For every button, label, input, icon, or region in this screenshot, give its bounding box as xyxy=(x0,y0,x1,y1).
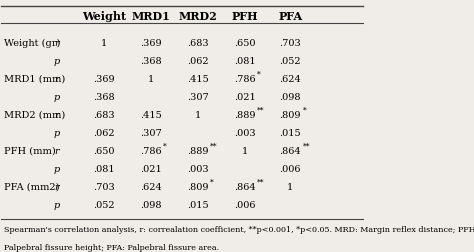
Text: MRD1: MRD1 xyxy=(131,11,170,21)
Text: **: ** xyxy=(302,142,310,150)
Text: 1: 1 xyxy=(148,75,154,84)
Text: PFH: PFH xyxy=(232,11,258,21)
Text: .650: .650 xyxy=(93,146,115,155)
Text: .786: .786 xyxy=(140,146,162,155)
Text: MRD2 (mm): MRD2 (mm) xyxy=(4,110,65,119)
Text: .006: .006 xyxy=(280,164,301,173)
Text: .021: .021 xyxy=(234,92,256,102)
Text: 1: 1 xyxy=(100,39,107,48)
Text: .052: .052 xyxy=(93,200,115,209)
Text: Palpebral fissure height; PFA: Palpebral fissure area.: Palpebral fissure height; PFA: Palpebral… xyxy=(4,243,219,250)
Text: .062: .062 xyxy=(93,128,115,137)
Text: .683: .683 xyxy=(187,39,209,48)
Text: *: * xyxy=(163,142,167,150)
Text: .624: .624 xyxy=(279,75,301,84)
Text: p: p xyxy=(54,164,60,173)
Text: .809: .809 xyxy=(187,182,209,191)
Text: .003: .003 xyxy=(234,128,256,137)
Text: *: * xyxy=(302,106,306,114)
Text: MRD1 (mm): MRD1 (mm) xyxy=(4,75,65,84)
Text: .703: .703 xyxy=(279,39,301,48)
Text: .006: .006 xyxy=(234,200,256,209)
Text: .369: .369 xyxy=(140,39,162,48)
Text: .368: .368 xyxy=(93,92,115,102)
Text: p: p xyxy=(54,57,60,66)
Text: .889: .889 xyxy=(234,110,256,119)
Text: .307: .307 xyxy=(140,128,162,137)
Text: .650: .650 xyxy=(234,39,256,48)
Text: .081: .081 xyxy=(234,57,256,66)
Text: .052: .052 xyxy=(279,57,301,66)
Text: Spearman's correlation analysis, r: correalation coefficient, **p<0.001, *p<0.05: Spearman's correlation analysis, r: corr… xyxy=(4,225,474,233)
Text: r: r xyxy=(55,39,59,48)
Text: .369: .369 xyxy=(93,75,115,84)
Text: *: * xyxy=(257,70,261,78)
Text: .015: .015 xyxy=(279,128,301,137)
Text: p: p xyxy=(54,200,60,209)
Text: 1: 1 xyxy=(242,146,248,155)
Text: .098: .098 xyxy=(280,92,301,102)
Text: .098: .098 xyxy=(140,200,162,209)
Text: .703: .703 xyxy=(93,182,115,191)
Text: r: r xyxy=(55,182,59,191)
Text: r: r xyxy=(55,146,59,155)
Text: .786: .786 xyxy=(234,75,256,84)
Text: .864: .864 xyxy=(234,182,256,191)
Text: PFA (mm2): PFA (mm2) xyxy=(4,182,60,191)
Text: .062: .062 xyxy=(187,57,209,66)
Text: p: p xyxy=(54,128,60,137)
Text: p: p xyxy=(54,92,60,102)
Text: .683: .683 xyxy=(93,110,115,119)
Text: .889: .889 xyxy=(187,146,209,155)
Text: .415: .415 xyxy=(140,110,162,119)
Text: **: ** xyxy=(257,106,265,114)
Text: Weight: Weight xyxy=(82,11,126,21)
Text: PFH (mm): PFH (mm) xyxy=(4,146,56,155)
Text: .368: .368 xyxy=(140,57,162,66)
Text: .307: .307 xyxy=(187,92,209,102)
Text: .003: .003 xyxy=(187,164,209,173)
Text: **: ** xyxy=(210,142,218,150)
Text: .021: .021 xyxy=(140,164,162,173)
Text: .015: .015 xyxy=(187,200,209,209)
Text: .624: .624 xyxy=(140,182,162,191)
Text: MRD2: MRD2 xyxy=(179,11,217,21)
Text: **: ** xyxy=(257,178,265,186)
Text: .081: .081 xyxy=(93,164,115,173)
Text: PFA: PFA xyxy=(278,11,302,21)
Text: .415: .415 xyxy=(187,75,209,84)
Text: r: r xyxy=(55,75,59,84)
Text: Weight (gr): Weight (gr) xyxy=(4,39,61,48)
Text: .809: .809 xyxy=(280,110,301,119)
Text: 1: 1 xyxy=(287,182,293,191)
Text: 1: 1 xyxy=(195,110,201,119)
Text: *: * xyxy=(210,178,214,186)
Text: r: r xyxy=(55,110,59,119)
Text: .864: .864 xyxy=(279,146,301,155)
